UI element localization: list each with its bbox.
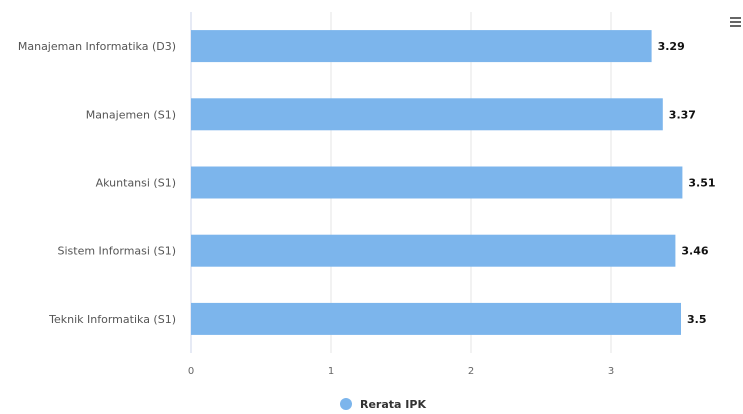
category-label: Akuntansi (S1) — [96, 177, 176, 190]
category-label: Manajemen (S1) — [86, 108, 176, 121]
bars — [191, 30, 683, 335]
category-label: Manajeman Informatika (D3) — [18, 40, 176, 53]
data-label: 3.46 — [681, 245, 708, 258]
bar[interactable] — [191, 30, 652, 63]
hamburger-menu-icon — [730, 17, 741, 27]
x-tick-label: 0 — [188, 366, 194, 377]
category-label: Teknik Informatika (S1) — [48, 313, 176, 326]
legend[interactable]: Rerata IPK — [340, 398, 426, 411]
bar[interactable] — [191, 166, 683, 199]
labels: 0 1 2 3 Manajeman Informatika (D3) 3.29 Manaje… — [18, 40, 716, 377]
data-label: 3.5 — [687, 313, 707, 326]
data-label: 3.37 — [669, 108, 696, 121]
data-label: 3.51 — [688, 177, 715, 190]
data-label: 3.29 — [658, 40, 685, 53]
bar[interactable] — [191, 234, 676, 267]
bar[interactable] — [191, 98, 663, 131]
legend-marker — [340, 398, 352, 410]
x-tick-label: 2 — [468, 366, 474, 377]
x-tick-label: 3 — [608, 366, 614, 377]
bar[interactable] — [191, 302, 681, 335]
chart-menu-button[interactable] — [728, 14, 742, 32]
category-label: Sistem Informasi (S1) — [57, 245, 176, 258]
legend-series-label[interactable]: Rerata IPK — [360, 398, 426, 411]
x-tick-label: 1 — [328, 366, 334, 377]
